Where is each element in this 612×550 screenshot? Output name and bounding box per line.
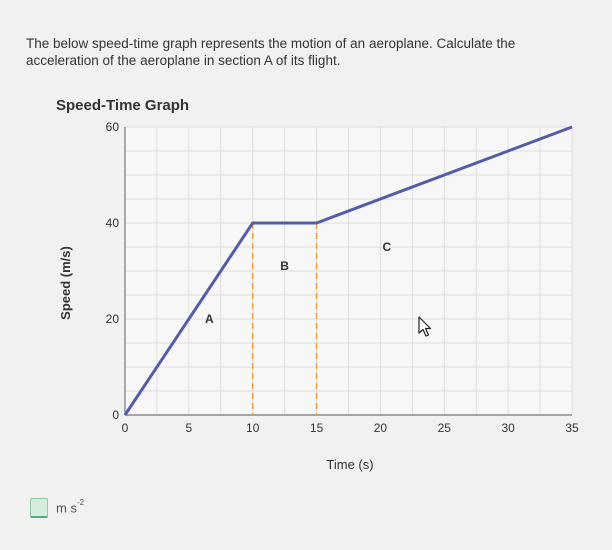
tick-labels: 0 5 10 15 20 25 30 35 0 20 40 60 (106, 120, 579, 435)
y-tick-label: 0 (112, 408, 119, 422)
answer-unit: m s-2 (56, 498, 85, 516)
section-dividers (251, 223, 318, 415)
axes (124, 127, 572, 416)
x-tick-label: 25 (438, 421, 452, 435)
section-label: B (280, 259, 289, 273)
chart-title: Speed-Time Graph (56, 97, 189, 114)
series-line (123, 125, 573, 416)
x-tick-label: 15 (310, 421, 324, 435)
unit-exponent: -2 (76, 498, 85, 507)
x-tick-label: 0 (122, 421, 129, 435)
y-tick-label: 60 (106, 120, 120, 134)
x-tick-label: 5 (186, 421, 193, 435)
y-axis-label: Speed (m/s) (58, 246, 73, 320)
x-tick-label: 20 (374, 421, 388, 435)
question-text: The below speed-time graph represents th… (26, 36, 516, 68)
y-tick-label: 40 (106, 216, 120, 230)
unit-base: m s (56, 500, 77, 516)
x-tick-label: 10 (246, 421, 260, 435)
section-labels: A B C (205, 240, 392, 326)
x-tick-label: 30 (501, 421, 515, 435)
series (123, 125, 573, 416)
mouse-cursor-icon (418, 316, 432, 343)
x-axis-label: Time (s) (326, 457, 373, 472)
x-tick-label: 35 (565, 421, 579, 435)
answer-input[interactable] (30, 498, 48, 518)
section-label: C (382, 240, 391, 254)
section-label: A (205, 312, 214, 326)
y-tick-label: 20 (106, 312, 120, 326)
